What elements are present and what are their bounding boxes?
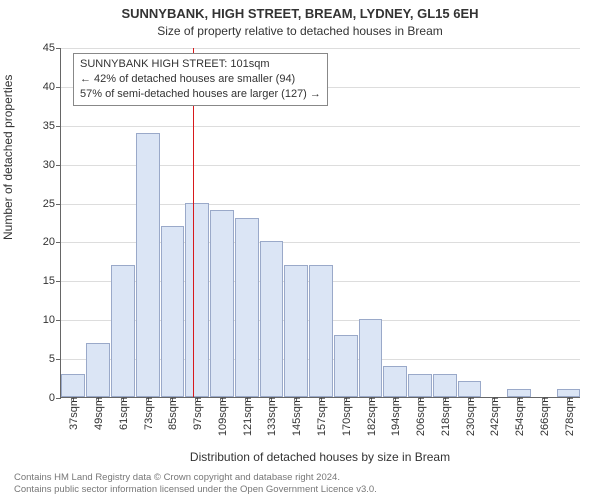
bar <box>61 374 85 397</box>
xtick-label: 61sqm <box>116 397 130 430</box>
ytick-label: 25 <box>43 198 61 210</box>
bar <box>458 381 482 397</box>
bar <box>309 265 333 397</box>
bar <box>260 241 284 397</box>
ytick-label: 15 <box>43 275 61 287</box>
ytick-label: 10 <box>43 314 61 326</box>
bar <box>433 374 457 397</box>
xtick-label: 266sqm <box>537 397 551 436</box>
bar <box>383 366 407 397</box>
ytick-label: 35 <box>43 120 61 132</box>
bar <box>86 343 110 397</box>
ytick-label: 40 <box>43 81 61 93</box>
ytick-label: 0 <box>49 392 61 404</box>
xtick-label: 49sqm <box>91 397 105 430</box>
xtick-label: 121sqm <box>240 397 254 436</box>
attribution: Contains HM Land Registry data © Crown c… <box>14 472 377 496</box>
x-axis-label: Distribution of detached houses by size … <box>60 450 580 464</box>
xtick-label: 206sqm <box>413 397 427 436</box>
bar <box>334 335 358 397</box>
chart-container: SUNNYBANK, HIGH STREET, BREAM, LYDNEY, G… <box>0 0 600 500</box>
attribution-line2: Contains public sector information licen… <box>14 484 377 496</box>
xtick-label: 170sqm <box>339 397 353 436</box>
xtick-label: 85sqm <box>165 397 179 430</box>
attribution-line1: Contains HM Land Registry data © Crown c… <box>14 472 377 484</box>
chart-title: SUNNYBANK, HIGH STREET, BREAM, LYDNEY, G… <box>0 6 600 21</box>
bar <box>507 389 531 397</box>
ytick-label: 30 <box>43 159 61 171</box>
bar <box>235 218 259 397</box>
bar <box>185 203 209 397</box>
ytick-label: 20 <box>43 236 61 248</box>
xtick-label: 73sqm <box>141 397 155 430</box>
plot-inner: 05101520253035404537sqm49sqm61sqm73sqm85… <box>61 48 580 397</box>
xtick-label: 230sqm <box>463 397 477 436</box>
chart-subtitle: Size of property relative to detached ho… <box>0 24 600 38</box>
ytick-label: 45 <box>43 42 61 54</box>
bar <box>359 319 383 397</box>
xtick-label: 218sqm <box>438 397 452 436</box>
bar <box>284 265 308 397</box>
annotation-line: SUNNYBANK HIGH STREET: 101sqm <box>80 57 321 72</box>
xtick-label: 109sqm <box>215 397 229 436</box>
xtick-label: 194sqm <box>388 397 402 436</box>
xtick-label: 254sqm <box>512 397 526 436</box>
bar <box>210 210 234 397</box>
annotation-box: SUNNYBANK HIGH STREET: 101sqm← 42% of de… <box>73 53 328 106</box>
xtick-label: 182sqm <box>364 397 378 436</box>
gridline <box>61 126 580 127</box>
xtick-label: 133sqm <box>264 397 278 436</box>
xtick-label: 157sqm <box>314 397 328 436</box>
y-axis-label: Number of detached properties <box>1 75 15 240</box>
bar <box>111 265 135 397</box>
xtick-label: 278sqm <box>562 397 576 436</box>
bar <box>136 133 160 397</box>
annotation-line: 57% of semi-detached houses are larger (… <box>80 87 321 102</box>
gridline <box>61 48 580 49</box>
annotation-line: ← 42% of detached houses are smaller (94… <box>80 72 321 87</box>
xtick-label: 242sqm <box>487 397 501 436</box>
bar <box>161 226 185 397</box>
xtick-label: 145sqm <box>289 397 303 436</box>
bar <box>557 389 581 397</box>
xtick-label: 37sqm <box>66 397 80 430</box>
plot-area: 05101520253035404537sqm49sqm61sqm73sqm85… <box>60 48 580 398</box>
xtick-label: 97sqm <box>190 397 204 430</box>
ytick-label: 5 <box>49 353 61 365</box>
bar <box>408 374 432 397</box>
